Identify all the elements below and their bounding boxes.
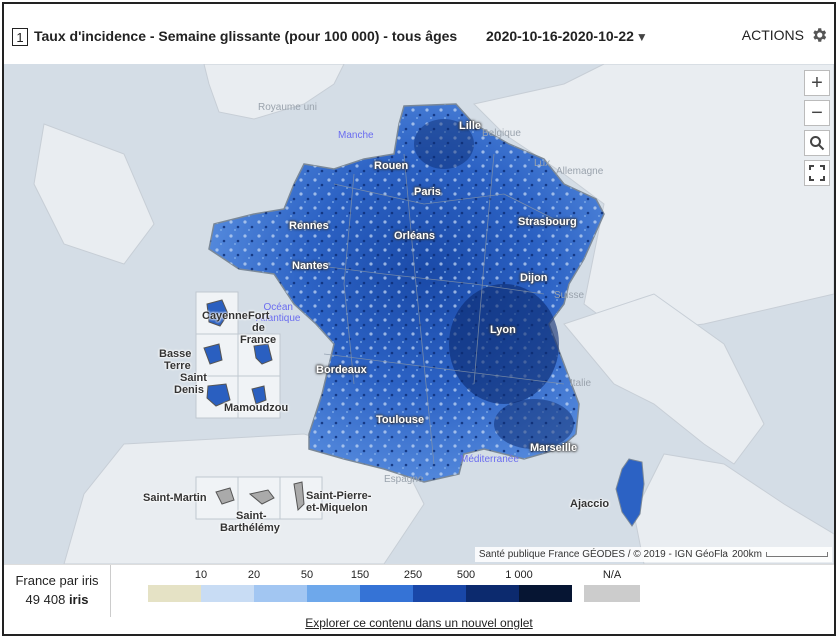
choropleth-map[interactable]: + − Royaume uni Belgique Lux Allemagne S… — [4, 64, 834, 564]
date-range-value: 2020-10-16-2020-10-22 — [486, 28, 634, 44]
actions-menu-button[interactable]: ACTIONS — [742, 26, 828, 44]
search-button[interactable] — [804, 130, 830, 156]
gear-icon — [813, 28, 827, 42]
label-italie: Italie — [570, 378, 592, 389]
search-icon — [810, 136, 825, 151]
map-legend: France par iris 49 408 iris 10 20 50 150 250… — [4, 564, 834, 617]
geo-unit: iris — [68, 592, 89, 607]
city-label: Dijon — [520, 272, 548, 284]
city-label: Rouen — [374, 160, 409, 172]
zoom-out-button[interactable]: − — [804, 100, 830, 126]
scale-label: 200km — [731, 549, 762, 560]
legend-swatch — [466, 585, 519, 602]
city-label: Nantes — [292, 260, 329, 272]
legend-tick-label: 250 — [403, 569, 423, 581]
legend-swatch — [201, 585, 254, 602]
overseas-label: France — [240, 334, 277, 346]
overseas-label: et-Miquelon — [306, 502, 368, 514]
geo-count: 49 408 — [25, 592, 66, 607]
overseas-label: Basse — [159, 348, 192, 360]
label-manche: Manche — [338, 130, 374, 141]
minus-icon: − — [811, 101, 823, 124]
city-label: Ajaccio — [570, 498, 610, 510]
overseas-label: Barthélémy — [220, 522, 280, 534]
legend-swatch — [413, 585, 466, 602]
city-label: Toulouse — [376, 414, 425, 426]
map-controls: + − — [804, 70, 830, 186]
label-mediterranee: Méditerranée — [460, 454, 519, 465]
overseas-label: de — [252, 322, 265, 334]
attribution-text: Santé publique France GÉODES / © 2019 - … — [478, 549, 728, 560]
fullscreen-button[interactable] — [804, 160, 830, 186]
legend-tick-label: 150 — [350, 569, 370, 581]
explore-new-tab-link[interactable]: Explorer ce contenu dans un nouvel ongle… — [305, 616, 533, 630]
actions-label: ACTIONS — [741, 27, 804, 43]
overseas-shapes — [203, 299, 305, 512]
city-label: Marseille — [530, 442, 578, 454]
france-metropole — [208, 103, 605, 483]
caret-down-icon: ▼ — [635, 30, 648, 44]
overseas-label: Mamoudzou — [224, 402, 289, 414]
label-espagne: Espagne — [384, 474, 424, 485]
label-suisse: Suisse — [554, 290, 585, 301]
legend-tick-label: 50 — [300, 569, 314, 581]
zoom-in-button[interactable]: + — [804, 70, 830, 96]
legend-tick-label: 20 — [247, 569, 261, 581]
legend-tick-label: 500 — [456, 569, 476, 581]
city-label: Bordeaux — [316, 364, 367, 376]
label-lux: Lux — [534, 158, 551, 169]
label-belgique: Belgique — [482, 128, 521, 139]
geo-level-selector[interactable]: France par iris 49 408 iris — [4, 565, 111, 617]
overseas-label: Terre — [164, 360, 191, 372]
date-range-select[interactable]: 2020-10-16-2020-10-22 ▼ — [486, 28, 648, 44]
overseas-insets — [195, 291, 323, 520]
overseas-label: Saint — [180, 372, 207, 384]
widget-footer: Explorer ce contenu dans un nouvel ongle… — [4, 616, 834, 636]
legend-tick-label: 1 000 — [505, 569, 533, 581]
city-label: Paris — [414, 186, 441, 198]
overseas-label: Cayenne — [202, 310, 248, 322]
legend-swatch — [254, 585, 307, 602]
city-label: Strasbourg — [518, 216, 577, 228]
city-label: Orléans — [394, 230, 435, 242]
widget-header: 1 Taux d'incidence - Semaine glissante (… — [4, 4, 834, 64]
legend-tick-label: 10 — [194, 569, 208, 581]
indicator-index: 1 — [12, 28, 28, 46]
overseas-label: Fort — [248, 310, 270, 322]
overseas-label: Saint- — [236, 510, 267, 522]
geo-level-label: France par iris — [15, 573, 99, 588]
overseas-label: Saint-Pierre- — [306, 490, 372, 502]
map-canvas — [33, 64, 834, 564]
overseas-label: Saint-Martin — [143, 492, 207, 504]
neighbor-countries — [33, 64, 834, 564]
city-label: Rennes — [289, 220, 329, 232]
legend-swatch — [148, 585, 201, 602]
legend-swatch — [360, 585, 413, 602]
legend-na-label: N/A — [602, 569, 622, 581]
city-label: Lille — [459, 120, 482, 132]
plus-icon: + — [811, 71, 823, 94]
label-allemagne: Allemagne — [556, 166, 604, 177]
geo-count-line: 49 408 iris — [4, 592, 110, 607]
legend-swatch — [519, 585, 572, 602]
legend-swatch — [307, 585, 360, 602]
map-attribution: Santé publique France GÉODES / © 2019 - … — [474, 547, 832, 562]
fullscreen-icon — [809, 165, 825, 181]
overseas-label: Denis — [174, 384, 204, 396]
label-uk: Royaume uni — [258, 102, 317, 113]
label-ocean: Océan Atlantique — [256, 302, 301, 324]
indicator-title: Taux d'incidence - Semaine glissante (po… — [34, 28, 458, 44]
corsica-shape — [615, 458, 645, 527]
legend-na-swatch — [584, 585, 640, 602]
scale-bar — [766, 552, 828, 557]
city-label: Lyon — [490, 324, 516, 336]
